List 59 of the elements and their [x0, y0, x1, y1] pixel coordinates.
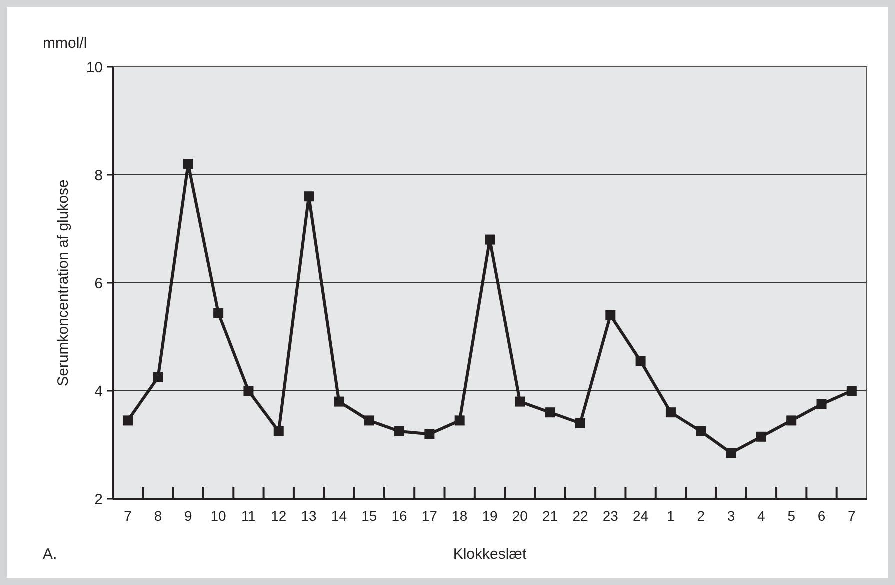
x-tick-label: 5	[788, 508, 796, 524]
point	[334, 396, 344, 407]
point	[756, 432, 766, 442]
x-tick-label: 12	[271, 508, 287, 524]
x-tick-label: 7	[124, 508, 132, 524]
x-tick-label: 21	[542, 508, 558, 524]
point	[846, 386, 857, 396]
x-tick-label: 24	[633, 508, 649, 524]
point	[666, 408, 676, 418]
y-tick-label: 8	[94, 167, 103, 184]
point	[636, 356, 646, 366]
x-axis-title: Klokkeslæt	[453, 546, 528, 563]
x-tick-label: 4	[758, 508, 766, 524]
x-tick-label: 16	[392, 508, 408, 524]
x-tick-label: 11	[241, 508, 256, 524]
x-tick-label: 20	[512, 508, 528, 524]
point	[183, 159, 194, 170]
point	[485, 234, 495, 245]
x-tick-label: 2	[697, 508, 706, 524]
point	[786, 416, 797, 426]
x-tick-label: 17	[422, 508, 438, 524]
x-tick-label: 15	[362, 508, 378, 524]
x-tick-label: 9	[184, 508, 192, 524]
y-tick-label: 10	[86, 59, 103, 76]
x-tick-label: 14	[331, 508, 348, 524]
x-tick-label: 19	[482, 508, 498, 524]
text: mmol/l	[43, 35, 88, 52]
point	[545, 408, 556, 418]
x-tick-label: 7	[848, 508, 856, 524]
x-tick-label: 13	[301, 508, 318, 524]
x-tick-label: 1	[667, 508, 676, 524]
text: A.	[43, 546, 58, 563]
y-tick-label: 2	[94, 491, 103, 508]
y-tick-label: 6	[94, 275, 103, 292]
point	[214, 308, 224, 318]
point	[153, 372, 164, 382]
point	[364, 416, 374, 426]
x-tick-label: 6	[818, 508, 826, 524]
y-tick-label: 4	[94, 383, 103, 400]
x-tick-label: 3	[727, 508, 736, 524]
point	[515, 396, 526, 407]
x-tick-label: 8	[154, 508, 162, 524]
point	[394, 426, 405, 436]
x-tick-label: 18	[452, 508, 468, 524]
point	[606, 310, 616, 320]
point	[696, 426, 706, 436]
x-tick-label: 22	[572, 508, 588, 524]
point	[304, 192, 314, 202]
point	[816, 400, 827, 410]
x-tick-label: 10	[210, 508, 227, 524]
point	[575, 418, 586, 428]
point	[454, 416, 465, 426]
point	[244, 386, 254, 396]
point	[274, 426, 284, 436]
point	[726, 448, 736, 458]
x-tick-label: 23	[602, 508, 619, 524]
y-axis-title: Serumkoncentration af glukose	[55, 180, 72, 386]
point	[123, 416, 134, 426]
point	[424, 429, 435, 440]
